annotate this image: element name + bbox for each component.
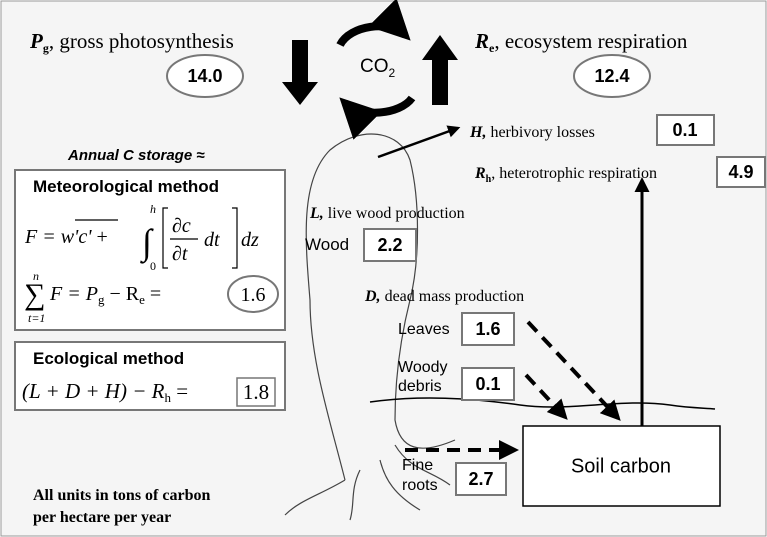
method-box	[14, 169, 286, 331]
formula-text: F = Pg − Re =	[49, 283, 161, 307]
formula-text: dt	[204, 229, 220, 251]
flow-arrow	[526, 320, 621, 421]
formula: F = w'c' + ∫ h 0 ∂c ∂t dt dz n ∑ t=1 F =…	[24, 202, 279, 325]
cycle-arrow	[339, 95, 416, 140]
respiration-label: Re, ecosystem respiration	[474, 29, 688, 55]
note: per hectare per year	[33, 509, 171, 526]
woody-debris-value: 0.1	[475, 374, 500, 394]
arrow-down	[282, 40, 318, 105]
herbivory-arrow	[377, 125, 461, 159]
formula-text: F = w'c' +	[24, 226, 108, 248]
value-box	[656, 114, 715, 146]
item-label: debris	[398, 378, 442, 395]
storage-title: Annual C storage ≈	[67, 147, 205, 164]
dead-mass-label: D, dead mass production	[364, 288, 524, 305]
arrow-up	[422, 35, 458, 105]
item-label: Wood	[305, 235, 349, 254]
leaves-value: 1.6	[475, 319, 500, 339]
value-ellipse	[573, 54, 651, 98]
formula-text: 0	[150, 259, 156, 273]
value-box	[363, 228, 417, 262]
live-wood-label: L, live wood production	[309, 205, 465, 222]
item-label: roots	[402, 477, 438, 494]
formula-text: ∑	[24, 278, 45, 311]
live-wood-value: 2.2	[377, 235, 402, 255]
respiration-value: 12.4	[594, 66, 629, 86]
value-box	[236, 377, 276, 407]
formula-text: ∂t	[172, 243, 188, 265]
fine-roots-value: 2.7	[468, 469, 493, 489]
item-label: Leaves	[398, 321, 450, 338]
integral: ∫	[140, 222, 154, 264]
heterotrophic-label: Rh, heterotrophic respiration	[474, 165, 657, 185]
soil-carbon-box	[522, 425, 721, 507]
cycle-arrow	[336, 0, 411, 48]
method-title: Meteorological method	[33, 177, 219, 196]
photosynthesis-label: Pg, gross photosynthesis	[29, 29, 234, 55]
value-box	[461, 367, 515, 401]
tree	[284, 133, 456, 521]
soil-carbon-label: Soil carbon	[571, 455, 671, 477]
value-box	[716, 156, 766, 188]
item-label: Fine	[402, 457, 433, 474]
formula-text: dz	[241, 229, 259, 251]
method-title: Ecological method	[33, 349, 184, 368]
value-box	[455, 462, 507, 496]
value-ellipse	[227, 275, 279, 313]
flow-arrow	[524, 373, 568, 420]
formula-text: ∂c	[172, 215, 191, 237]
heterotrophic-value: 4.9	[728, 162, 753, 182]
value-box	[461, 312, 515, 346]
formula-text: n	[33, 269, 39, 283]
formula-text: (L + D + H) − Rh =	[22, 379, 188, 405]
value-ellipse	[166, 54, 244, 98]
meteorological-value: 1.6	[241, 284, 266, 306]
ecological-value: 1.8	[243, 380, 269, 404]
photosynthesis-value: 14.0	[187, 66, 222, 86]
item-label: Woody	[398, 359, 448, 376]
herbivory-label: H, herbivory losses	[469, 124, 595, 141]
bracket	[162, 207, 238, 269]
formula-text: h	[150, 202, 156, 216]
herbivory-value: 0.1	[672, 120, 697, 140]
formula-text: t=1	[28, 311, 45, 325]
co2-label: CO2	[360, 56, 396, 80]
note: All units in tons of carbon	[33, 487, 210, 504]
